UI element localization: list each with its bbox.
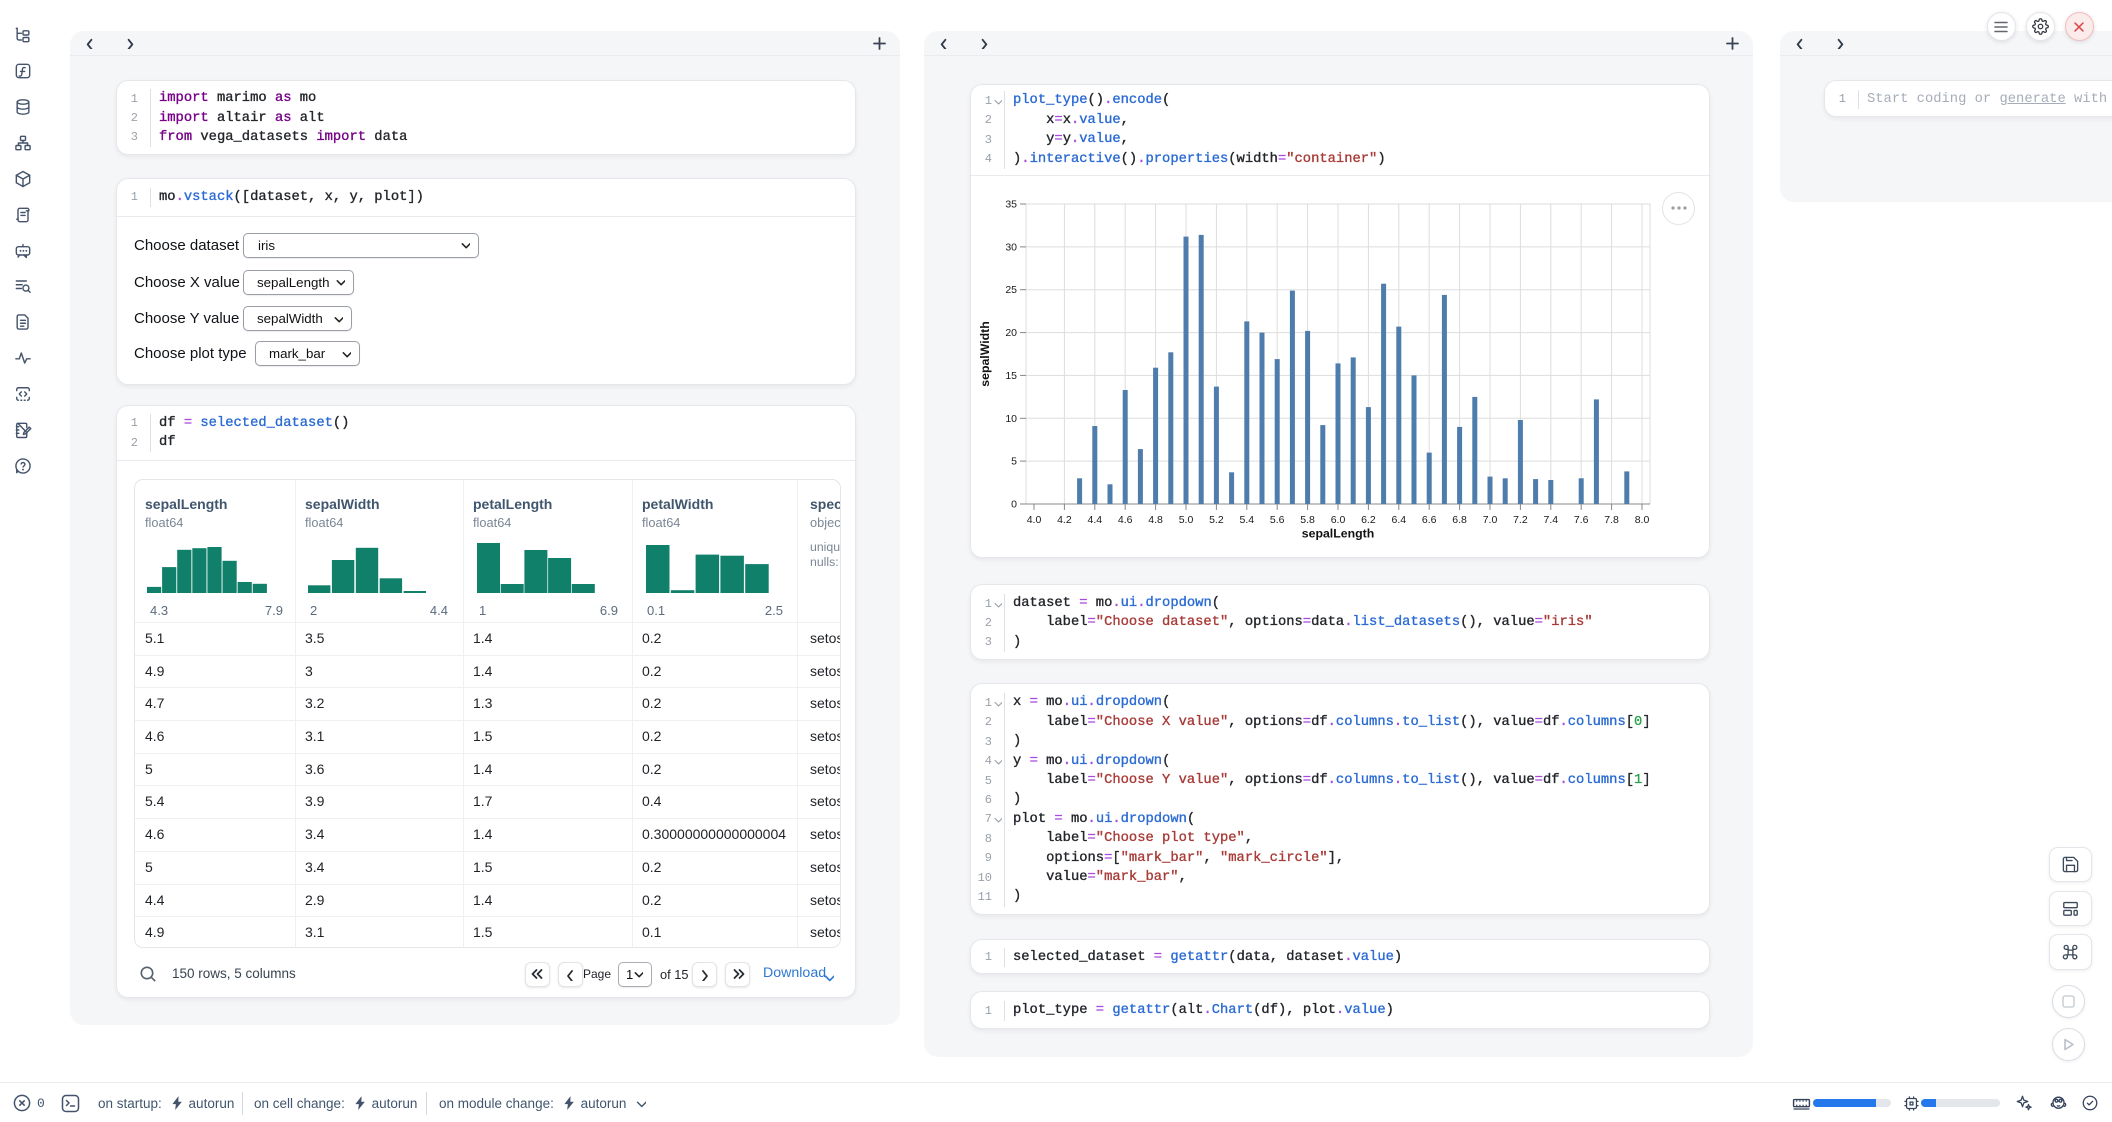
svg-text:0: 0 [1011,498,1017,510]
svg-text:35: 35 [1005,198,1017,210]
svg-text:8.0: 8.0 [1635,514,1650,526]
svg-text:20: 20 [1005,327,1017,339]
svg-text:30: 30 [1005,241,1017,253]
svg-text:5.8: 5.8 [1300,514,1315,526]
svg-text:4.2: 4.2 [1057,514,1072,526]
svg-text:4.8: 4.8 [1148,514,1163,526]
svg-text:5.6: 5.6 [1270,514,1285,526]
svg-text:6.4: 6.4 [1391,514,1406,526]
svg-text:4.4: 4.4 [1087,514,1102,526]
svg-text:6.8: 6.8 [1452,514,1467,526]
svg-text:6.6: 6.6 [1422,514,1437,526]
svg-text:5.0: 5.0 [1179,514,1194,526]
svg-text:sepalWidth: sepalWidth [978,321,992,386]
svg-text:10: 10 [1005,413,1017,425]
svg-text:6.0: 6.0 [1331,514,1346,526]
svg-text:15: 15 [1005,370,1017,382]
svg-text:5.4: 5.4 [1239,514,1254,526]
svg-text:5: 5 [1011,456,1017,468]
svg-text:7.8: 7.8 [1604,514,1619,526]
svg-text:5.2: 5.2 [1209,514,1224,526]
svg-text:7.6: 7.6 [1574,514,1589,526]
svg-text:7.0: 7.0 [1483,514,1498,526]
svg-text:6.2: 6.2 [1361,514,1376,526]
svg-text:25: 25 [1005,284,1017,296]
svg-text:7.4: 7.4 [1543,514,1558,526]
svg-text:sepalLength: sepalLength [1302,526,1374,540]
svg-text:7.2: 7.2 [1513,514,1528,526]
svg-text:4.0: 4.0 [1027,514,1042,526]
svg-text:4.6: 4.6 [1118,514,1133,526]
